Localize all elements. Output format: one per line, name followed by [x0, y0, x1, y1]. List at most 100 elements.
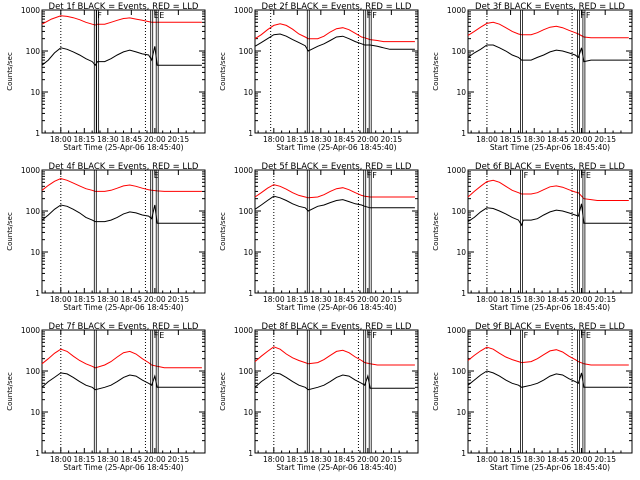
y-axis-label: Counts/sec: [219, 212, 227, 251]
x-axis-label: Start Time (25-Apr-06 18:45:40): [276, 143, 396, 152]
x-tick-label: 18:30: [523, 295, 545, 304]
panel-title: Det 2f BLACK = Events, RED = LLD: [262, 2, 412, 12]
x-tick-label: 18:00: [476, 455, 498, 464]
y-tick-label: 1000: [447, 326, 466, 335]
x-tick-label: 20:15: [594, 295, 616, 304]
series-events-line: [467, 203, 629, 227]
series-lld-line: [254, 184, 415, 199]
y-tick-label: 1000: [234, 166, 253, 175]
x-tick-label: 20:00: [357, 295, 379, 304]
series-events-line: [254, 33, 415, 52]
x-axis-label: Start Time (25-Apr-06 18:45:40): [63, 463, 183, 472]
x-tick-label: 18:30: [523, 135, 545, 144]
x-tick-label: 20:15: [168, 135, 190, 144]
y-tick-label: 10: [456, 248, 466, 257]
x-tick-label: 18:30: [310, 295, 332, 304]
y-tick-label: 1000: [447, 166, 466, 175]
x-tick-label: 18:30: [97, 295, 119, 304]
x-axis-label: Start Time (25-Apr-06 18:45:40): [490, 463, 610, 472]
x-tick-label: 18:15: [74, 135, 96, 144]
series-lld-line: [41, 15, 202, 26]
series-lld-line: [41, 348, 202, 369]
x-tick-label: 18:15: [500, 135, 522, 144]
x-tick-label: 20:15: [168, 295, 190, 304]
y-tick-label: 1: [35, 289, 40, 298]
series-lld-line: [467, 21, 629, 39]
series-lld-line: [254, 23, 415, 43]
x-axis-label: Start Time (25-Apr-06 18:45:40): [490, 303, 610, 312]
x-tick-label: 18:45: [334, 135, 356, 144]
x-tick-label: 20:15: [594, 455, 616, 464]
x-tick-label: 20:00: [144, 295, 166, 304]
marker-flag-label: E: [586, 331, 591, 340]
x-axis-label: Start Time (25-Apr-06 18:45:40): [276, 303, 396, 312]
x-tick-label: 20:00: [571, 455, 593, 464]
x-tick-label: 18:30: [310, 135, 332, 144]
x-tick-label: 20:00: [571, 135, 593, 144]
marker-flag-label: F: [586, 11, 591, 20]
x-tick-label: 20:00: [144, 135, 166, 144]
marker-flag-label: F: [97, 11, 102, 20]
panel-9: Det 9f BLACK = Events, RED = LLD Counts/s…: [432, 322, 633, 472]
panel-6: Det 6f BLACK = Events, RED = LLD Counts/s…: [432, 162, 633, 312]
y-tick-label: 100: [26, 47, 41, 56]
y-tick-label: 100: [239, 207, 254, 216]
x-tick-label: 18:15: [500, 295, 522, 304]
y-axis-label: Counts/sec: [6, 372, 14, 411]
panel-5: Det 5f BLACK = Events, RED = LLD Counts/s…: [219, 162, 419, 312]
series-events-line: [467, 44, 629, 63]
y-tick-label: 1000: [21, 326, 40, 335]
x-tick-label: 20:15: [381, 295, 403, 304]
x-tick-label: 18:30: [310, 455, 332, 464]
x-tick-label: 20:15: [381, 455, 403, 464]
x-tick-label: 18:00: [476, 135, 498, 144]
marker-flag-label: E: [154, 11, 159, 20]
series-lld-line: [254, 346, 415, 366]
x-tick-label: 18:45: [547, 295, 569, 304]
panel-title: Det 5f BLACK = Events, RED = LLD: [262, 162, 412, 172]
x-tick-label: 18:45: [334, 295, 356, 304]
x-tick-label: 18:45: [547, 455, 569, 464]
panel-title: Det 6f BLACK = Events, RED = LLD: [475, 162, 625, 172]
marker-flag-label: E: [586, 171, 591, 180]
marker-flag-label: F: [372, 11, 377, 20]
y-tick-label: 100: [26, 207, 41, 216]
y-tick-label: 10: [243, 248, 253, 257]
y-tick-label: 10: [30, 248, 40, 257]
y-axis-label: Counts/sec: [6, 212, 14, 251]
marker-flag-label: F: [154, 331, 159, 340]
x-tick-label: 18:30: [523, 455, 545, 464]
x-tick-label: 18:45: [547, 135, 569, 144]
y-axis-label: Counts/sec: [219, 372, 227, 411]
y-tick-label: 1000: [447, 6, 466, 15]
x-tick-label: 18:45: [121, 295, 143, 304]
x-tick-label: 18:15: [287, 135, 309, 144]
x-tick-label: 18:00: [476, 295, 498, 304]
x-tick-label: 18:15: [74, 455, 96, 464]
x-tick-label: 18:00: [263, 455, 285, 464]
y-tick-label: 100: [452, 367, 467, 376]
x-tick-label: 18:00: [263, 295, 285, 304]
panel-title: Det 8f BLACK = Events, RED = LLD: [262, 322, 412, 332]
marker-flag-label: F: [580, 171, 585, 180]
x-tick-label: 18:00: [50, 295, 72, 304]
series-events-line: [467, 370, 629, 388]
y-tick-label: 10: [243, 408, 253, 417]
marker-flag-label: F: [524, 331, 529, 340]
y-tick-label: 1: [461, 449, 466, 458]
x-tick-label: 20:00: [357, 135, 379, 144]
x-axis-label: Start Time (25-Apr-06 18:45:40): [490, 143, 610, 152]
x-axis-label: Start Time (25-Apr-06 18:45:40): [276, 463, 396, 472]
x-tick-label: 18:30: [97, 455, 119, 464]
x-tick-label: 20:15: [594, 135, 616, 144]
x-tick-label: 18:00: [263, 135, 285, 144]
x-tick-label: 18:45: [121, 135, 143, 144]
x-axis-label: Start Time (25-Apr-06 18:45:40): [63, 303, 183, 312]
x-tick-label: 20:00: [357, 455, 379, 464]
y-tick-label: 100: [452, 47, 467, 56]
panel-title: Det 7f BLACK = Events, RED = LLD: [49, 322, 199, 332]
y-tick-label: 1: [248, 289, 253, 298]
y-tick-label: 1: [461, 289, 466, 298]
